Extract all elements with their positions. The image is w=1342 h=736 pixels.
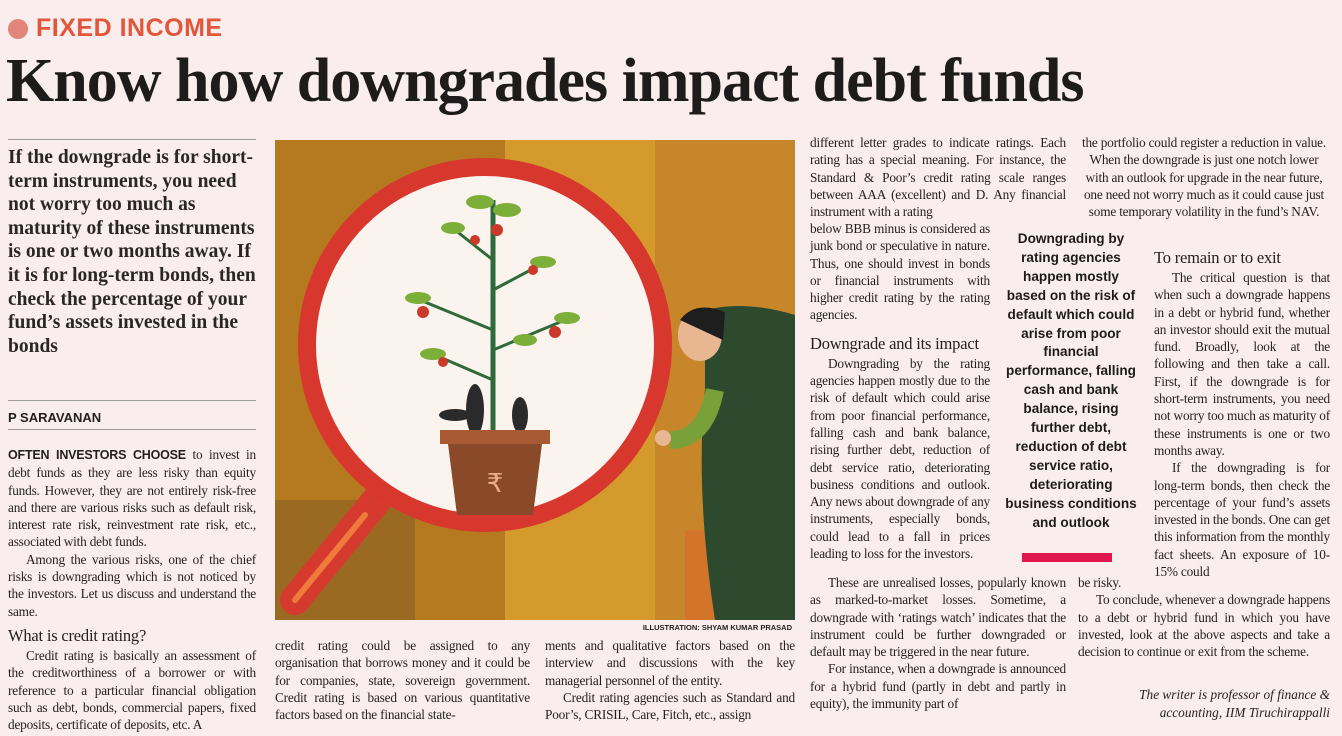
paragraph: credit rating could be assigned to any o…: [275, 638, 530, 723]
magnifier-lens-icon: [298, 158, 672, 532]
paragraph-text: the portfolio could register a reduction…: [1081, 135, 1327, 220]
subheading: Downgrade and its impact: [810, 333, 979, 353]
column-3: ments and qualitative factors based on t…: [545, 637, 795, 723]
illustration: ₹: [275, 140, 795, 620]
paragraph: The critical question is that when such …: [1154, 270, 1330, 458]
callout-quote: Downgrading by rating agencies happen mo…: [1005, 231, 1137, 530]
paragraph: If the downgrading is for long-term bond…: [1154, 460, 1330, 580]
paragraph-text: to invest in debt funds as they are less…: [8, 447, 256, 550]
lead-in: OFTEN INVESTORS CHOOSE: [8, 448, 186, 462]
divider: [8, 400, 256, 401]
headline: Know how downgrades impact debt funds: [6, 47, 1084, 115]
plant-icon: [405, 195, 580, 436]
writer-note: The writer is professor of finance & acc…: [1139, 687, 1330, 720]
column-5-narrow: To remain or to exit The critical questi…: [1154, 242, 1330, 580]
column-4-bottom: These are unrealised losses, popularly k…: [810, 574, 1066, 712]
paragraph: OFTEN INVESTORS CHOOSE to invest in debt…: [8, 446, 256, 551]
byline: P SARAVANAN: [8, 410, 102, 425]
column-5-top: the portfolio could register a reduction…: [1078, 134, 1330, 220]
paragraph: be risky.: [1078, 575, 1122, 590]
column-5-bottom: be risky. To conclude, whenever a downgr…: [1078, 574, 1330, 660]
paragraph: Downgrading by the rating agencies happe…: [810, 355, 990, 562]
section-kicker: FIXED INCOME: [8, 14, 223, 43]
paragraph: To conclude, whenever a downgrade happen…: [1078, 592, 1330, 660]
divider: [8, 429, 256, 430]
person-icon: [655, 306, 795, 620]
paragraph: These are unrealised losses, popularly k…: [810, 575, 1066, 660]
kicker-text: FIXED INCOME: [36, 14, 223, 42]
divider: [8, 139, 256, 140]
subheading: To remain or to exit: [1154, 248, 1281, 267]
column-2: credit rating could be assigned to any o…: [275, 637, 530, 723]
column-4-narrow: below BBB minus is considered as junk bo…: [810, 220, 990, 562]
paragraph: Among the various risks, one of the chie…: [8, 551, 256, 619]
rupee-symbol: ₹: [487, 469, 504, 499]
column-1: OFTEN INVESTORS CHOOSE to invest in debt…: [8, 446, 256, 733]
illustration-credit: ILLUSTRATION: SHYAM KUMAR PRASAD: [642, 623, 792, 632]
paragraph: For instance, when a downgrade is announ…: [810, 661, 1066, 712]
paragraph: Credit rating is basically an assessment…: [8, 647, 256, 733]
bullet-dot-icon: [8, 18, 28, 39]
paragraph: ments and qualitative factors based on t…: [545, 638, 795, 688]
column-4-top: different letter grades to indicate rati…: [810, 134, 1066, 220]
paragraph: different letter grades to indicate rati…: [810, 135, 1066, 220]
pull-quote: If the downgrade is for short-term instr…: [8, 147, 256, 357]
paragraph: below BBB minus is considered as junk bo…: [810, 221, 990, 323]
paragraph-text: in the fund’s NAV.: [1224, 204, 1320, 220]
paragraph: Credit rating agencies such as Standard …: [545, 689, 795, 723]
pot-icon: [447, 436, 543, 515]
callout-accent-bar: [1022, 553, 1112, 562]
subheading: What is credit rating?: [8, 625, 147, 645]
paragraph: the portfolio could register a reduction…: [1078, 134, 1330, 220]
